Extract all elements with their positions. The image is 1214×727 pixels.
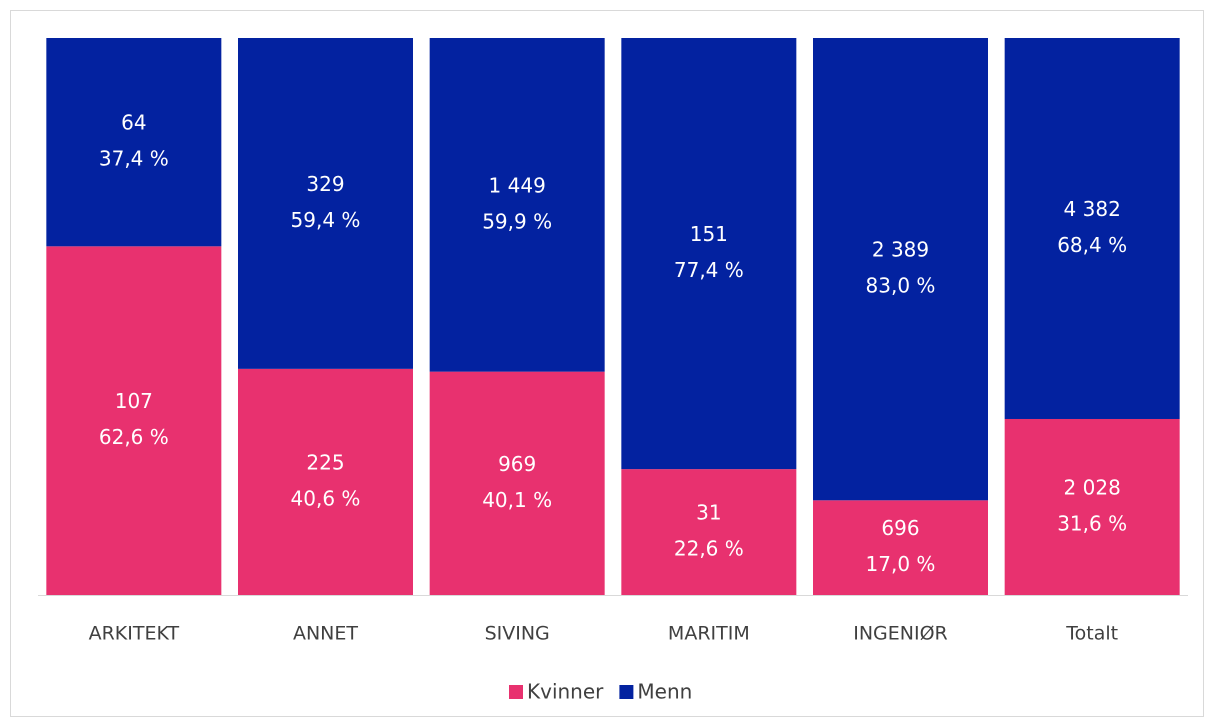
data-label-percent: 40,1 % xyxy=(482,488,552,512)
bar-segment xyxy=(1004,38,1180,419)
data-label-percent: 77,4 % xyxy=(674,258,744,282)
x-tick-label: Totalt xyxy=(1065,623,1118,645)
data-label-percent: 62,6 % xyxy=(99,425,169,449)
data-label-count: 151 xyxy=(690,222,728,246)
bar-segment xyxy=(238,38,413,369)
bar-segment xyxy=(429,371,605,595)
data-label-count: 64 xyxy=(121,111,146,135)
bar-segment xyxy=(813,38,988,501)
data-label-percent: 22,6 % xyxy=(674,537,744,561)
legend-label: Kvinner xyxy=(527,680,604,704)
x-tick-label: ANNET xyxy=(293,623,358,645)
data-label-percent: 40,6 % xyxy=(291,486,361,510)
bar-segment xyxy=(46,246,222,595)
bar-segment xyxy=(621,469,797,595)
data-label-percent: 17,0 % xyxy=(866,552,936,576)
data-label-count: 225 xyxy=(306,450,344,474)
data-label-percent: 68,4 % xyxy=(1057,233,1127,257)
data-label-percent: 31,6 % xyxy=(1057,511,1127,535)
x-tick-label: SIVING xyxy=(485,623,550,645)
data-label-count: 329 xyxy=(306,172,344,196)
data-label-count: 107 xyxy=(115,389,153,413)
data-label-count: 2 389 xyxy=(872,238,929,262)
data-label-count: 2 028 xyxy=(1064,475,1121,499)
bar-segment xyxy=(429,38,605,372)
data-label-count: 1 449 xyxy=(489,173,546,197)
data-label-percent: 37,4 % xyxy=(99,147,169,171)
data-label-count: 696 xyxy=(881,516,919,540)
x-tick-label: MARITIM xyxy=(668,623,750,645)
bar-segment xyxy=(46,38,222,247)
bar-segment xyxy=(621,38,797,470)
data-label-count: 969 xyxy=(498,452,536,476)
x-tick-label: INGENIØR xyxy=(853,623,948,645)
data-label-percent: 83,0 % xyxy=(866,274,936,298)
legend-label: Menn xyxy=(637,680,692,704)
bar-segment xyxy=(238,368,413,595)
data-label-percent: 59,4 % xyxy=(291,208,361,232)
legend-swatch xyxy=(509,685,523,699)
data-label-percent: 59,9 % xyxy=(482,209,552,233)
x-tick-label: ARKITEKT xyxy=(89,623,180,645)
bar-segment xyxy=(1004,418,1180,595)
data-label-count: 31 xyxy=(696,501,721,525)
legend-swatch xyxy=(619,685,634,699)
bar-segment xyxy=(813,500,988,595)
data-label-count: 4 382 xyxy=(1064,197,1121,221)
